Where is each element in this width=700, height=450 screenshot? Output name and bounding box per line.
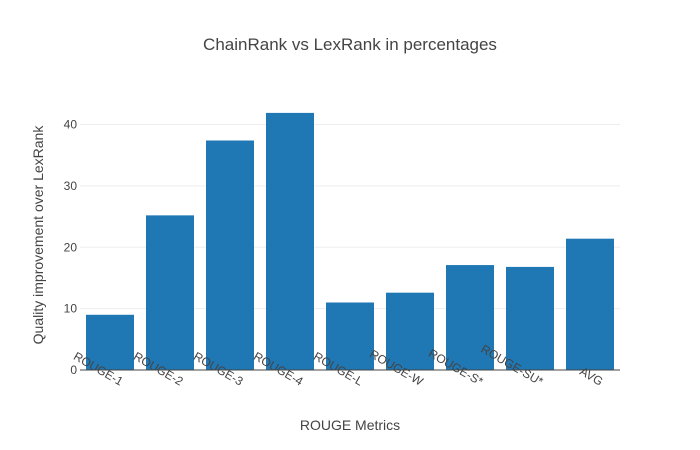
bar	[86, 314, 134, 370]
bar	[146, 215, 194, 370]
chart-title: ChainRank vs LexRank in percentages	[203, 35, 497, 54]
y-tick-label: 0	[70, 363, 77, 377]
y-tick-label: 10	[64, 302, 78, 316]
x-axis-title: ROUGE Metrics	[300, 417, 400, 433]
bar-layer	[86, 112, 614, 371]
y-tick-label: 20	[64, 240, 78, 254]
bar	[206, 140, 254, 370]
bar	[566, 238, 614, 370]
y-tick-label: 30	[64, 179, 78, 193]
y-tick-label: 40	[64, 118, 78, 132]
bar	[446, 265, 494, 370]
y-axis-title: Quality improvement over LexRank	[30, 125, 46, 345]
bar	[386, 292, 434, 370]
bar	[506, 266, 554, 370]
bar	[266, 112, 314, 371]
y-tick-layer: 0 10 20 30 40	[64, 118, 78, 377]
bar	[326, 302, 374, 370]
